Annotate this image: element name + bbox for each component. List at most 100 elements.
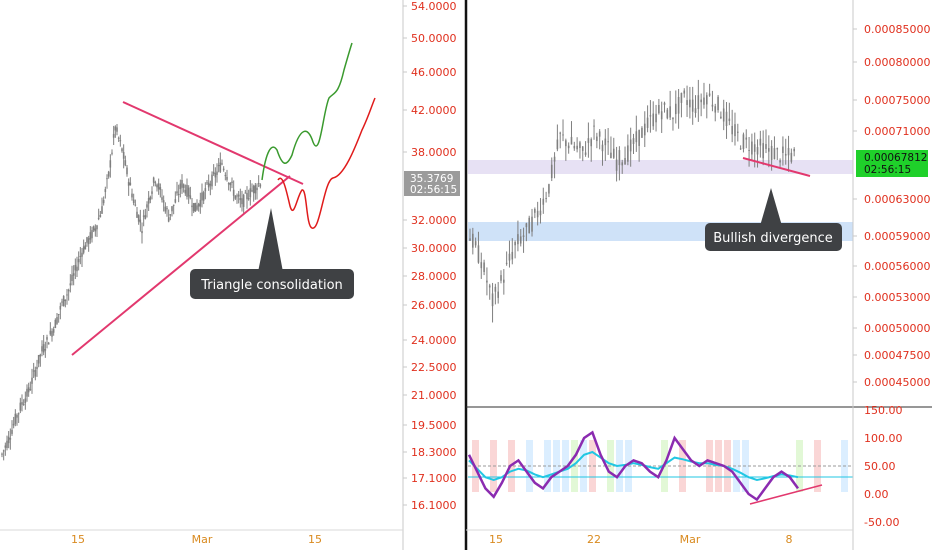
left-candle-body — [179, 183, 182, 190]
left-candle-body — [254, 185, 257, 194]
left-candle-body — [202, 192, 205, 201]
left-candle-body — [19, 402, 22, 411]
left-candle-body — [7, 436, 10, 444]
left-candle-body — [11, 429, 13, 434]
right-candle-body — [607, 141, 609, 143]
left-candle-body — [6, 440, 8, 448]
left-candle-body — [51, 331, 53, 337]
left-price-axis[interactable]: 54.0000 50.0000 46.0000 42.0000 38.0000 32.00… — [402, 0, 460, 550]
left-candle-body — [194, 202, 197, 212]
triangle-consolidation-label: Triangle consolidation — [200, 278, 343, 293]
left-candle-body — [66, 294, 68, 296]
left-x-tick: Mar — [192, 533, 213, 546]
right-candle-body — [793, 148, 795, 152]
left-candle-body — [244, 192, 247, 194]
right-candle-body — [739, 148, 742, 150]
right-candle-body — [581, 146, 584, 151]
right-candle-body — [694, 108, 697, 114]
left-candle-body — [187, 187, 190, 197]
left-candle-body — [131, 193, 133, 198]
right-candle-body — [731, 125, 733, 135]
left-candle-body — [72, 273, 75, 276]
oscillator-y-tick: 0.00 — [864, 488, 889, 501]
left-candle-body — [104, 189, 107, 193]
right-candle-body — [714, 106, 717, 113]
right-y-tick: 0.00059000 — [864, 230, 930, 243]
left-price-tag: 35.3769 02:56:15 — [404, 171, 460, 196]
left-candle-body — [196, 205, 198, 210]
right-y-tick: 0.00056000 — [864, 260, 930, 273]
right-candle-body — [635, 131, 638, 143]
left-y-tick: 19.5000 — [411, 419, 457, 432]
left-y-tick: 46.0000 — [411, 66, 457, 79]
left-y-tick: 17.1000 — [411, 472, 457, 485]
right-candle-body — [534, 209, 536, 213]
left-candle-body — [177, 193, 180, 195]
left-candle-body — [154, 182, 157, 184]
left-candle-body — [132, 199, 135, 203]
right-candle-body — [601, 144, 604, 152]
bullish-divergence-trendline — [742, 157, 811, 177]
left-price-chart[interactable]: Triangle consolidation — [0, 0, 403, 530]
right-price-tag-countdown: 02:56:15 — [864, 164, 911, 176]
oscillator-band — [733, 440, 740, 492]
right-candle-body — [683, 90, 686, 94]
left-y-tick: 16.1000 — [411, 499, 457, 512]
right-candle-body — [593, 125, 595, 127]
right-candle-body — [782, 146, 784, 153]
right-candle-body — [480, 262, 483, 269]
triangle-consolidation-callout: Triangle consolidation — [190, 208, 354, 299]
left-candle-body — [234, 195, 237, 199]
right-candle-body — [705, 95, 708, 105]
left-candle-body — [71, 274, 73, 282]
right-x-tick: Mar — [680, 533, 701, 546]
right-candle-body — [494, 286, 497, 292]
left-candle-body — [182, 184, 185, 188]
left-price-tag-countdown: 02:56:15 — [410, 184, 457, 196]
left-candle-body — [209, 183, 212, 186]
right-candle-body — [483, 262, 485, 272]
right-candle-body — [598, 131, 601, 137]
right-candle-body — [469, 238, 471, 241]
oscillator-panel[interactable] — [466, 406, 932, 505]
left-candle-body — [62, 296, 65, 306]
right-candle-body — [700, 99, 702, 103]
left-candle-body — [9, 438, 12, 440]
left-candle-body — [106, 178, 108, 180]
left-candle-body — [124, 160, 127, 166]
left-candle-body — [204, 188, 207, 192]
right-price-chart[interactable]: Bullish divergence — [468, 79, 853, 323]
right-candle-body — [652, 113, 655, 127]
right-candle-body — [615, 159, 618, 171]
right-candle-body — [576, 145, 578, 150]
left-candle-body — [39, 354, 42, 357]
left-candle-body — [242, 194, 245, 207]
left-candle-body — [192, 203, 195, 212]
right-candle-body — [689, 99, 691, 108]
right-candle-body — [596, 136, 598, 142]
right-candle-body — [728, 118, 731, 122]
right-price-axis[interactable]: 0.00085000 0.00080000 0.00075000 0.00071000… — [852, 0, 930, 550]
left-candle-body — [199, 199, 202, 207]
left-candle-body — [17, 413, 20, 415]
left-candle-body — [77, 259, 80, 263]
left-candle-body — [114, 126, 117, 131]
right-candle-body — [658, 105, 660, 114]
right-candle-body — [737, 131, 739, 133]
right-candle-body — [539, 210, 542, 216]
right-candle-body — [556, 139, 559, 150]
left-candle-body — [232, 189, 235, 196]
oscillator-divergence-line — [749, 484, 823, 505]
left-candle-body — [224, 175, 227, 177]
right-candle-body — [756, 147, 759, 155]
right-candle-body — [550, 164, 553, 179]
right-x-tick: 22 — [587, 533, 601, 546]
left-candle-body — [54, 319, 57, 329]
left-candle-body — [116, 127, 118, 132]
right-candle-body — [641, 127, 643, 138]
left-candle-body — [151, 191, 153, 194]
left-candle-body — [144, 215, 147, 219]
left-candle-body — [189, 195, 192, 199]
left-candle-body — [139, 219, 142, 223]
right-candle-body — [674, 103, 677, 115]
